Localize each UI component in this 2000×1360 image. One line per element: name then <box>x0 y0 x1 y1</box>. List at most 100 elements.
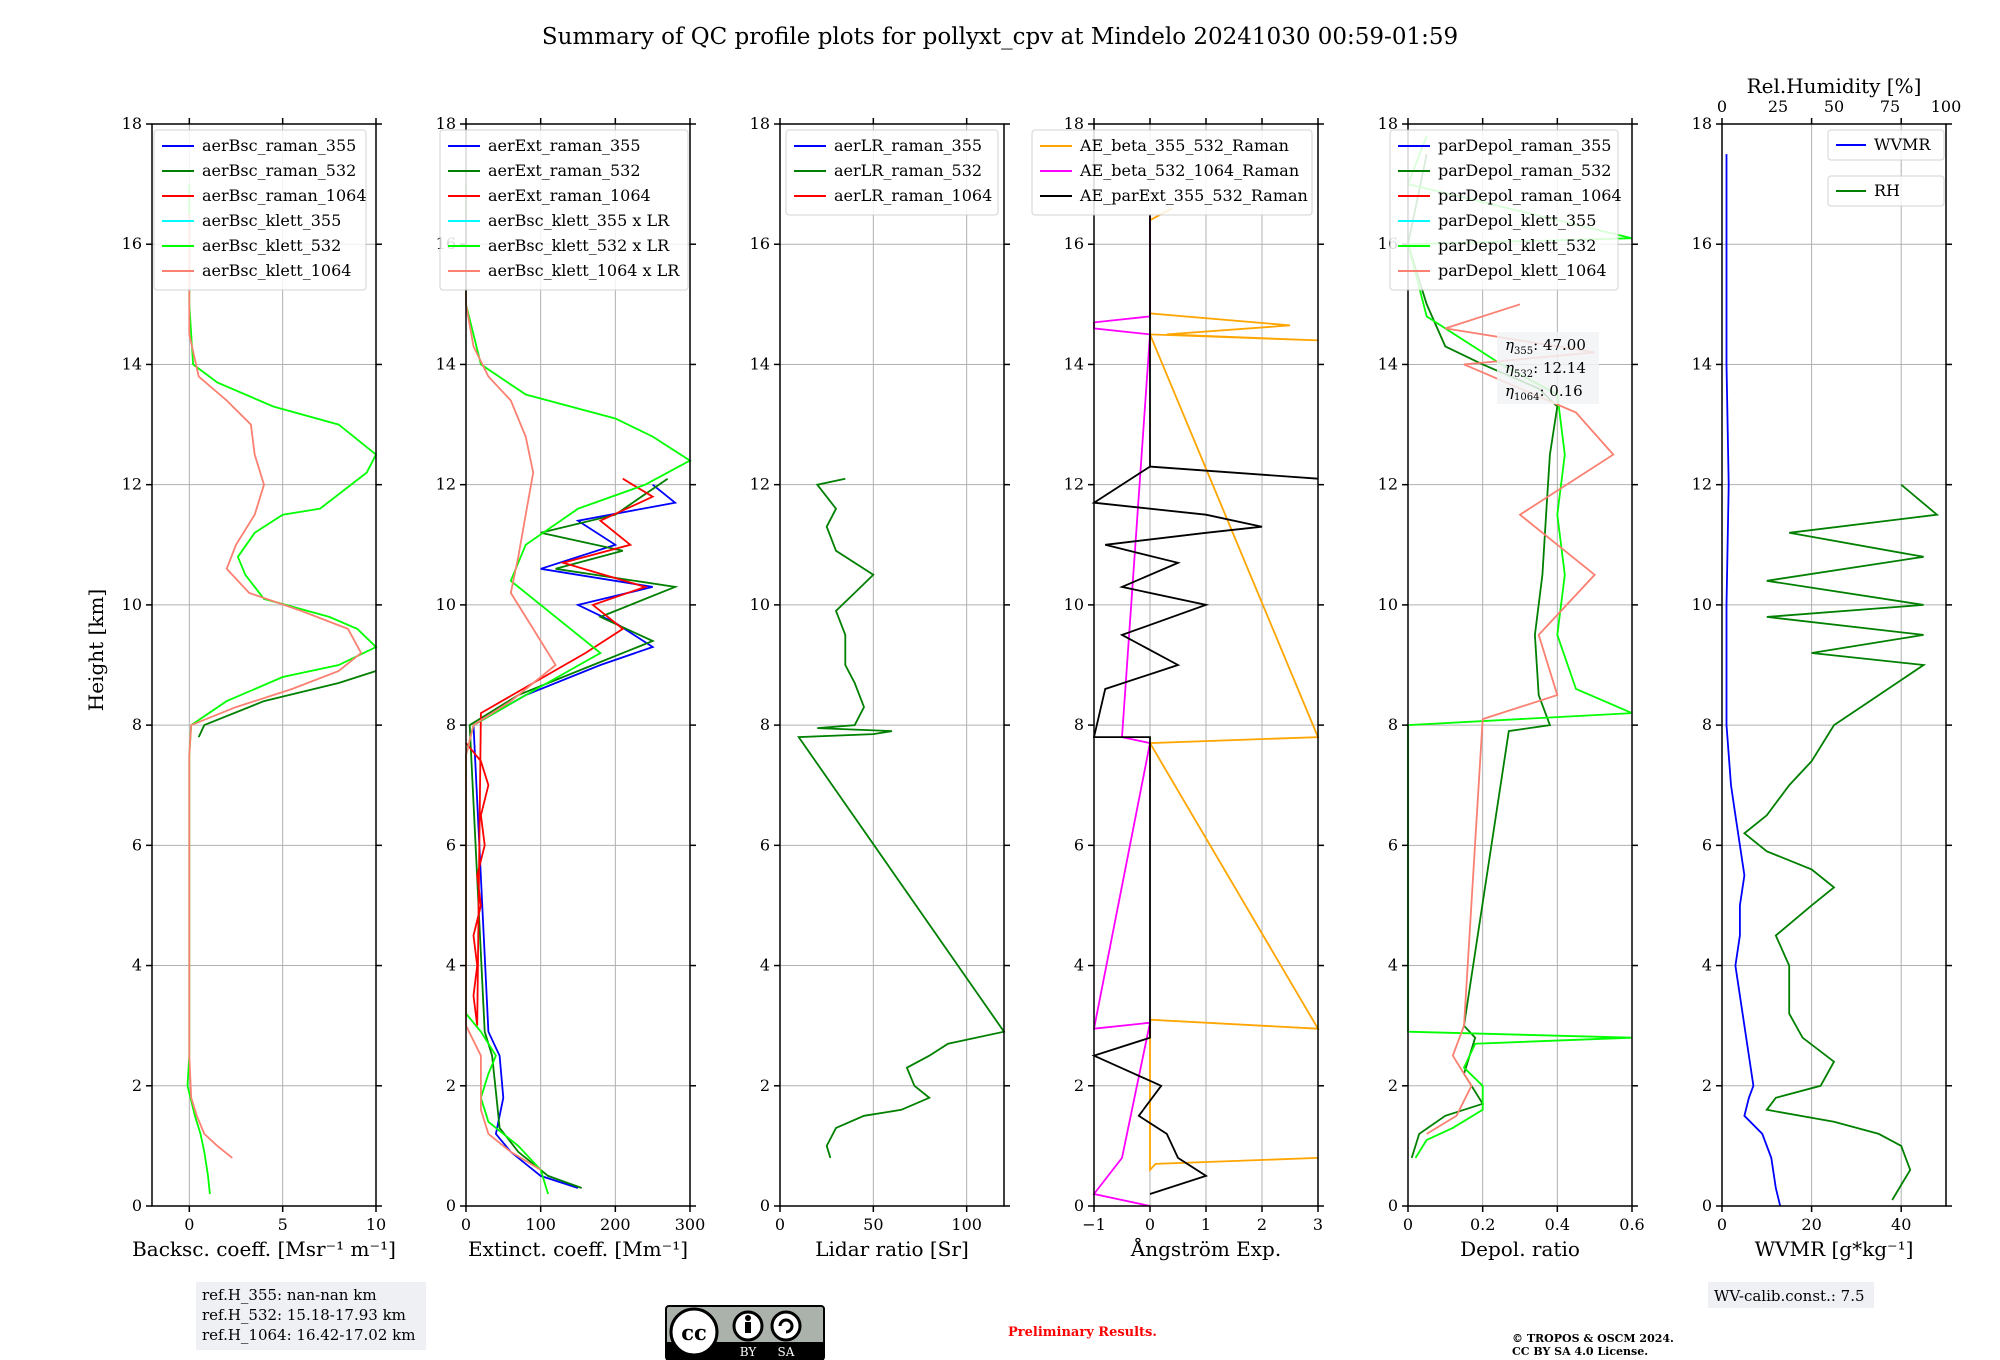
legend-entry: WVMR <box>1874 135 1931 154</box>
y-tick-label: 4 <box>1702 956 1712 975</box>
plot-frame <box>1407 123 1633 1207</box>
x-tick-label: 0 <box>1403 1215 1413 1234</box>
x2-tick-label: 75 <box>1880 97 1900 116</box>
y-tick-label: 10 <box>1692 595 1712 614</box>
y-tick-label: 2 <box>1702 1076 1712 1095</box>
legend: AE_beta_355_532_Raman AE_beta_532_1064_Ra… <box>1031 129 1313 216</box>
y-tick-label: 18 <box>750 114 770 133</box>
x-tick-label: 0 <box>1145 1215 1155 1234</box>
series-line <box>188 214 363 1159</box>
legend-entry: aerExt_raman_1064 <box>488 186 651 205</box>
y-tick-label: 18 <box>1692 114 1712 133</box>
series-line <box>797 477 1006 1159</box>
x-tick-label: 100 <box>525 1215 556 1234</box>
panel-1: 0 5 10 0 2 4 6 8 10 12 14 16 18 Backsc. coeff. [Msr⁻¹… <box>122 114 396 1261</box>
legend-entry: aerBsc_klett_532 <box>202 236 341 255</box>
y-tick-label: 4 <box>446 956 456 975</box>
y-tick-label: 12 <box>1378 475 1398 494</box>
x-tick-label: 0 <box>1717 1215 1727 1234</box>
legend-entry: aerExt_raman_355 <box>488 136 641 155</box>
y-tick-label: 18 <box>436 114 456 133</box>
copyright-line2: CC BY SA 4.0 License. <box>1512 1345 1648 1358</box>
ref-box: ref.H_355: nan-nan km ref.H_532: 15.18-1… <box>196 1282 426 1350</box>
legend-entry: AE_parExt_355_532_Raman <box>1079 186 1308 205</box>
legend-entry: aerLR_raman_355 <box>834 136 982 155</box>
y-axis-label: Height [km] <box>84 589 108 711</box>
y-tick-label: 2 <box>760 1076 770 1095</box>
legend: aerExt_raman_355 aerExt_raman_532 aerExt_r… <box>439 129 689 291</box>
y-tick-label: 10 <box>750 595 770 614</box>
y-tick-label: 2 <box>1074 1076 1084 1095</box>
plot-frame <box>151 123 377 1207</box>
series-line <box>468 477 679 1189</box>
series-line <box>1406 135 1633 1159</box>
y-tick-label: 4 <box>760 956 770 975</box>
series-line <box>1148 207 1320 1173</box>
legend-entry: aerBsc_raman_532 <box>202 161 356 180</box>
svg-text:cc: cc <box>681 1320 707 1345</box>
y-tick-label: 10 <box>122 595 142 614</box>
y-tick-label: 16 <box>122 234 142 253</box>
series-line <box>472 483 678 1189</box>
x-tick-label: 5 <box>278 1215 288 1234</box>
series-line <box>1725 154 1782 1207</box>
x-tick-label: 10 <box>366 1215 386 1234</box>
series-line <box>465 214 557 1171</box>
eta-532: η532: 12.14 <box>1505 359 1586 380</box>
legend-entry: aerBsc_klett_1064 <box>202 261 351 280</box>
x-tick-label: 2 <box>1257 1215 1267 1234</box>
legend-entry: RH <box>1874 181 1900 200</box>
legend-entry: aerBsc_klett_355 x LR <box>488 211 670 230</box>
y-tick-label: 6 <box>132 835 142 854</box>
ref-line-355: ref.H_355: nan-nan km <box>202 1286 377 1304</box>
eta-1064: η1064: 0.16 <box>1505 382 1583 403</box>
cc-sa-label: SA <box>778 1345 795 1359</box>
y-tick-label: 0 <box>760 1196 770 1215</box>
copyright-line1: © TROPOS & OSCM 2024. <box>1512 1332 1674 1345</box>
series-line <box>1742 484 1940 1201</box>
y-tick-label: 18 <box>1378 114 1398 133</box>
cc-by-label: BY <box>740 1345 758 1359</box>
sa-icon <box>770 1310 802 1342</box>
y-tick-label: 18 <box>1064 114 1084 133</box>
panel-6: 0 20 40 0 2 4 6 8 10 12 14 16 18 WVMR [g*kg⁻¹] 0 25 50 75… <box>1692 74 1962 1261</box>
y-tick-label: 14 <box>1378 354 1398 373</box>
y-tick-label: 16 <box>750 234 770 253</box>
y-tick-label: 8 <box>1388 715 1398 734</box>
cc-badge: cc BY SA <box>665 1305 825 1360</box>
figure-title: Summary of QC profile plots for pollyxt_… <box>542 24 1458 50</box>
y-tick-label: 16 <box>1064 234 1084 253</box>
legend-entry: aerExt_raman_532 <box>488 161 641 180</box>
y-tick-label: 2 <box>446 1076 456 1095</box>
y-tick-label: 0 <box>446 1196 456 1215</box>
y-tick-label: 0 <box>1388 1196 1398 1215</box>
x-axis-label: Lidar ratio [Sr] <box>815 1237 969 1261</box>
legend-entry: parDepol_klett_532 <box>1438 236 1596 255</box>
x-axis-label: Depol. ratio <box>1460 1237 1580 1261</box>
series-line <box>1092 214 1152 1207</box>
series-line <box>1407 153 1559 1159</box>
wv-calib-box: WV-calib.const.: 7.5 <box>1708 1282 1874 1308</box>
y-tick-label: 14 <box>436 354 456 373</box>
y-tick-label: 4 <box>1074 956 1084 975</box>
legend: WVMR RH <box>1827 129 1945 207</box>
legend-entry: parDepol_raman_1064 <box>1438 186 1622 205</box>
y-tick-label: 8 <box>446 715 456 734</box>
legend-entry: aerLR_raman_1064 <box>834 186 992 205</box>
legend-entry: parDepol_raman_355 <box>1438 136 1611 155</box>
x2-tick-label: 100 <box>1931 97 1962 116</box>
y-tick-label: 12 <box>1064 475 1084 494</box>
ref-line-532: ref.H_532: 15.18-17.93 km <box>202 1306 406 1324</box>
legend-entry: aerBsc_raman_355 <box>202 136 356 155</box>
plot-frame <box>1721 123 1947 1207</box>
x-tick-label: 200 <box>600 1215 631 1234</box>
legend-entry: AE_beta_355_532_Raman <box>1079 136 1289 155</box>
y-tick-label: 0 <box>1702 1196 1712 1215</box>
y-tick-label: 14 <box>750 354 770 373</box>
x2-tick-label: 50 <box>1824 97 1844 116</box>
x-tick-label: 50 <box>863 1215 883 1234</box>
y-tick-label: 10 <box>436 595 456 614</box>
panel-3: 0 50 100 0 2 4 6 8 10 12 14 16 18 Lidar ratio [Sr] aer… <box>750 114 1010 1261</box>
